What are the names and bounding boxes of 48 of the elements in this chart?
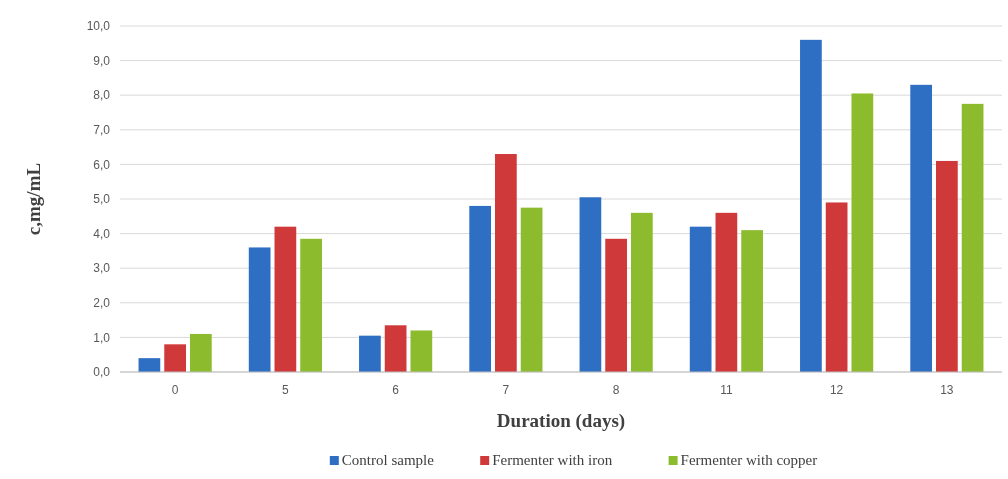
bar: [689, 226, 712, 372]
y-tick-label: 8,0: [93, 88, 111, 103]
bar: [300, 238, 322, 372]
y-tick-label: 1,0: [93, 330, 111, 345]
x-tick-label: 11: [720, 383, 733, 397]
x-tick-label: 13: [940, 383, 954, 397]
bar: [936, 160, 958, 372]
bar: [164, 344, 186, 372]
bar: [605, 238, 627, 372]
x-tick-label: 12: [829, 383, 844, 397]
bar: [248, 247, 271, 372]
x-axis-title: Duration (days): [496, 410, 626, 432]
bar: [410, 330, 433, 372]
y-tick-label: 2,0: [93, 296, 111, 310]
y-tick-label: 4,0: [93, 226, 111, 241]
bar: [469, 205, 492, 372]
legend-label: Fermenter with iron: [492, 452, 613, 468]
bar: [579, 197, 602, 372]
x-tick-label: 7: [502, 383, 510, 397]
bar: [630, 212, 653, 372]
y-tick-label: 3,0: [93, 261, 111, 276]
x-tick-label: 0: [171, 383, 179, 397]
legend-label: Fermenter with copper: [680, 452, 818, 468]
bar: [741, 230, 763, 372]
y-tick-label: 10,0: [86, 19, 111, 34]
y-tick-label: 7,0: [93, 123, 111, 137]
bar: [189, 333, 212, 372]
bar: [825, 202, 848, 372]
x-tick-label: 6: [392, 383, 400, 397]
bar: [138, 358, 161, 372]
bar: [495, 154, 517, 372]
y-tick-label: 0,0: [93, 365, 111, 380]
bar: [274, 226, 297, 372]
bar: [800, 39, 822, 372]
bar: [910, 84, 933, 372]
x-tick-label: 5: [282, 383, 290, 397]
bar: [715, 212, 738, 372]
bar: [384, 325, 407, 372]
bar: [961, 103, 984, 372]
y-tick-label: 6,0: [93, 157, 111, 172]
x-tick-label: 8: [612, 383, 620, 397]
bar: [359, 335, 381, 372]
y-tick-label: 5,0: [93, 192, 111, 207]
bar: [851, 93, 874, 372]
bar: [520, 207, 543, 372]
legend-label: Control sample: [341, 452, 435, 468]
y-axis-title: c,mg/mL: [23, 162, 44, 236]
y-tick-label: 9,0: [93, 53, 111, 68]
